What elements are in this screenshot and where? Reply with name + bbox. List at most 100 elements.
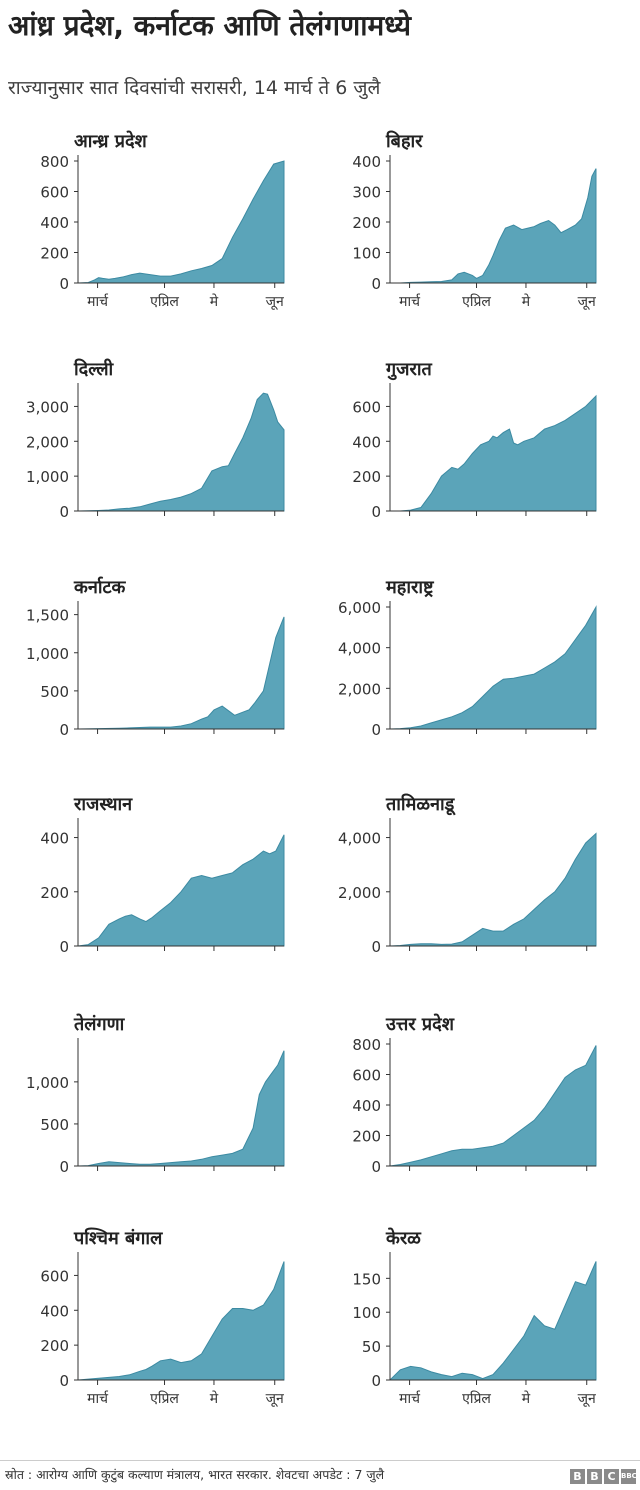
- chart-panel: पश्चिम बंगाल 0 200 400 600 मार्च एप्रिल मे जून: [40, 1227, 285, 1407]
- y-tick-label: 200: [352, 214, 381, 232]
- chart-title: बिहार: [385, 130, 423, 152]
- x-tick-label: जून: [578, 294, 596, 310]
- y-tick-label: 800: [352, 1036, 381, 1054]
- area-series: [77, 1261, 285, 1381]
- page-title: आंध्र प्रदेश, कर्नाटक आणि तेलंगणामध्ये: [8, 9, 412, 42]
- y-tick-label: 200: [40, 1337, 69, 1355]
- y-tick-label: 0: [371, 275, 381, 293]
- page-subtitle: राज्यानुसार सात दिवसांची सरासरी, 14 मार्…: [8, 77, 381, 99]
- area-series: [390, 394, 597, 512]
- chart-panel: तेलंगणा 0 500 1,000: [26, 1013, 285, 1176]
- chart-panel: आन्ध्र प्रदेश 0 200 400 600 800 मार्च एप्रिल मे ज…: [40, 130, 285, 310]
- y-tick-label: 1,000: [26, 1074, 69, 1092]
- y-tick-label: 600: [40, 184, 69, 202]
- chart-title: महाराष्ट्र: [385, 577, 435, 598]
- y-tick-label: 400: [352, 1097, 381, 1115]
- area-series: [77, 392, 285, 512]
- chart-title: उत्तर प्रदेश: [385, 1013, 455, 1035]
- y-tick-label: 0: [59, 721, 69, 739]
- x-tick-label: मे: [522, 293, 531, 310]
- y-tick-label: 100: [352, 1304, 381, 1322]
- chart-panel: राजस्थान 0 200 400: [40, 794, 285, 956]
- chart-panel: केरळ 0 50 100 150 मार्च एप्रिल मे जून: [352, 1227, 597, 1407]
- y-tick-label: 0: [59, 503, 69, 521]
- x-tick-label: एप्रिल: [150, 1390, 179, 1407]
- y-tick-label: 4,000: [338, 830, 381, 848]
- x-tick-label: एप्रिल: [150, 293, 179, 310]
- y-tick-label: 500: [40, 683, 69, 701]
- x-tick-label: जून: [578, 1391, 596, 1407]
- source-note: स्रोत : आरोग्य आणि कुटुंब कल्याण मंत्राल…: [5, 1467, 385, 1482]
- x-tick-label: एप्रिल: [462, 293, 491, 310]
- y-tick-label: 600: [352, 1067, 381, 1085]
- x-tick-label: मार्च: [87, 1390, 109, 1407]
- x-tick-label: मार्च: [399, 293, 421, 310]
- area-series: [77, 834, 285, 947]
- y-tick-label: 1,000: [26, 468, 69, 486]
- y-tick-label: 400: [40, 1302, 69, 1320]
- y-tick-label: 400: [40, 214, 69, 232]
- chart-title: कर्नाटक: [73, 576, 127, 598]
- y-tick-label: 0: [371, 721, 381, 739]
- area-series: [389, 1045, 597, 1167]
- x-tick-label: एप्रिल: [462, 1390, 491, 1407]
- x-tick-label: मे: [210, 293, 219, 310]
- area-series: [77, 160, 285, 284]
- bbc-logo: B B C BBC: [570, 1469, 637, 1484]
- y-tick-label: 0: [371, 503, 381, 521]
- chart-panel: बिहार 0 100 200 300 400 मार्च एप्रिल मे जून: [352, 130, 597, 310]
- y-tick-label: 200: [40, 884, 69, 902]
- area-series: [388, 1261, 597, 1381]
- x-tick-label: मे: [210, 1390, 219, 1407]
- x-tick-label: मार्च: [399, 1390, 421, 1407]
- y-tick-label: 400: [40, 830, 69, 848]
- chart-panel: गुजरात 0 200 400 600: [352, 359, 597, 521]
- chart-panel: दिल्ली 0 1,000 2,000 3,000: [26, 358, 285, 521]
- y-tick-label: 200: [40, 245, 69, 263]
- y-tick-label: 0: [371, 938, 381, 956]
- bbc-logo-letter: B: [570, 1469, 585, 1484]
- chart-title: केरळ: [385, 1227, 422, 1249]
- chart-panel: उत्तर प्रदेश 0 200 400 600 800: [352, 1013, 597, 1176]
- y-tick-label: 500: [40, 1116, 69, 1134]
- area-series: [390, 168, 597, 284]
- y-tick-label: 4,000: [338, 640, 381, 658]
- chart-title: पश्चिम बंगाल: [73, 1227, 163, 1249]
- y-tick-label: 0: [371, 1158, 381, 1176]
- y-tick-label: 2,000: [26, 433, 69, 451]
- y-tick-label: 1,000: [26, 645, 69, 663]
- bbc-logo-letter: B: [587, 1469, 602, 1484]
- y-tick-label: 0: [59, 275, 69, 293]
- bbc-logo-small: BBC: [621, 1469, 637, 1484]
- area-series: [389, 605, 597, 730]
- x-tick-label: जून: [266, 294, 284, 310]
- y-tick-label: 200: [352, 468, 381, 486]
- chart-title: तामिळनाडू: [385, 793, 456, 816]
- y-tick-label: 600: [352, 398, 381, 416]
- y-tick-label: 100: [352, 245, 381, 263]
- x-tick-label: मार्च: [87, 293, 109, 310]
- y-tick-label: 0: [59, 1372, 69, 1390]
- x-tick-label: जून: [266, 1391, 284, 1407]
- chart-title: गुजरात: [385, 359, 433, 381]
- y-tick-label: 0: [59, 938, 69, 956]
- chart-panel: महाराष्ट्र 0 2,000 4,000 6,000: [338, 577, 597, 739]
- x-tick-label: मे: [522, 1390, 531, 1407]
- y-tick-label: 400: [352, 433, 381, 451]
- y-tick-label: 6,000: [338, 599, 381, 617]
- y-tick-label: 1,500: [26, 607, 69, 625]
- area-series: [77, 1050, 285, 1167]
- y-tick-label: 150: [352, 1270, 381, 1288]
- y-tick-label: 0: [371, 1372, 381, 1390]
- footer-divider: [0, 1460, 640, 1461]
- y-tick-label: 400: [352, 153, 381, 171]
- area-series: [389, 832, 597, 947]
- chart-title: दिल्ली: [73, 358, 115, 380]
- area-series: [77, 616, 285, 730]
- small-multiples-charts: आन्ध्र प्रदेश 0 200 400 600 800 मार्च एप्रिल मे ज…: [26, 130, 597, 1407]
- chart-panel: तामिळनाडू 0 2,000 4,000: [338, 793, 597, 956]
- chart-title: आन्ध्र प्रदेश: [74, 130, 148, 152]
- y-tick-label: 200: [352, 1128, 381, 1146]
- chart-panel: कर्नाटक 0 500 1,000 1,500: [26, 576, 285, 739]
- y-tick-label: 50: [362, 1338, 381, 1356]
